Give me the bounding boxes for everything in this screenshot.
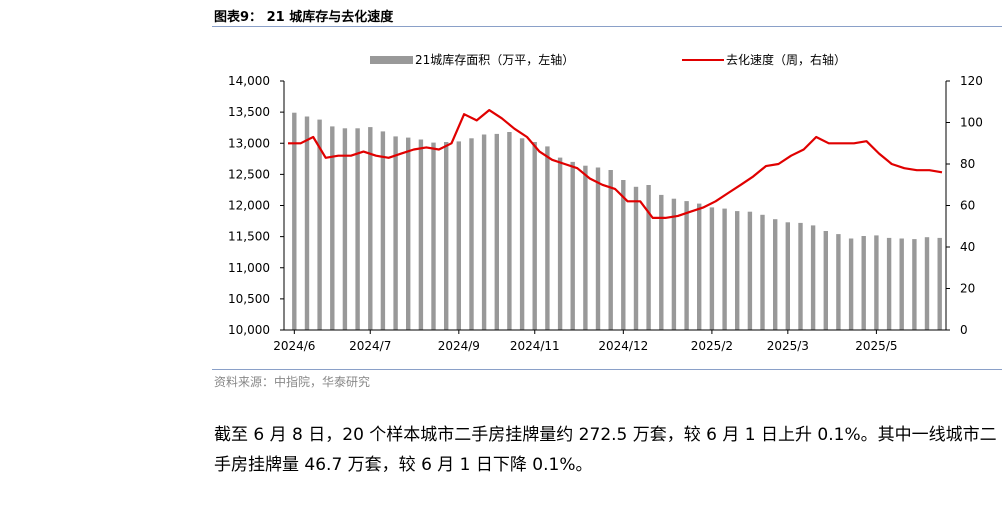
bar — [456, 141, 461, 330]
bar — [317, 119, 322, 330]
bar — [899, 238, 904, 330]
bar — [380, 131, 386, 330]
bar — [747, 211, 753, 330]
legend-bar-swatch — [370, 56, 413, 64]
bar — [810, 225, 816, 330]
bar — [292, 112, 297, 330]
bar — [570, 161, 575, 330]
bar — [418, 139, 424, 330]
bar — [912, 239, 917, 330]
right-tick-label: 120 — [960, 74, 983, 88]
bar — [937, 237, 942, 330]
right-tick-label: 100 — [960, 116, 983, 130]
legend-bar-label: 21城库存面积（万平，左轴） — [415, 52, 574, 67]
left-tick-label: 10,500 — [228, 292, 270, 306]
bar-series — [292, 112, 942, 331]
bar — [355, 128, 360, 330]
bar — [532, 142, 537, 330]
bar — [304, 116, 310, 330]
bar — [785, 222, 790, 330]
right-axis-ticks: 0 20 40 60 80 100 120 — [946, 74, 983, 337]
bar — [773, 219, 778, 330]
bar — [469, 138, 474, 330]
bar — [431, 142, 436, 330]
bar — [659, 194, 664, 330]
left-tick-label: 14,000 — [228, 74, 270, 88]
bar — [519, 138, 525, 330]
x-tick-label: 2024/9 — [438, 339, 480, 353]
bar — [709, 207, 715, 330]
bar — [557, 157, 563, 330]
legend-line-label: 去化速度（周，右轴） — [726, 52, 846, 67]
chart: 21城库存面积（万平，左轴） 去化速度（周，右轴） 10,000 10,500 11… — [228, 52, 983, 353]
x-tick-label: 2025/3 — [767, 339, 809, 353]
right-tick-label: 60 — [960, 199, 975, 213]
bar — [368, 127, 373, 330]
title-divider — [212, 26, 1002, 27]
bar — [798, 222, 803, 330]
bar — [444, 142, 449, 330]
bar — [874, 235, 879, 330]
bar — [583, 165, 588, 330]
bar — [861, 236, 866, 330]
bar — [545, 146, 550, 330]
bar — [481, 134, 487, 330]
left-tick-label: 10,000 — [228, 323, 270, 337]
left-tick-label: 12,000 — [228, 199, 270, 213]
bar — [760, 214, 765, 330]
bar — [406, 137, 411, 330]
source-note: 资料来源：中指院，华泰研究 — [214, 375, 371, 389]
right-tick-label: 20 — [960, 282, 975, 296]
left-tick-label: 13,500 — [228, 105, 270, 119]
left-tick-label: 13,000 — [228, 136, 270, 150]
right-tick-label: 40 — [960, 240, 975, 254]
bar — [671, 198, 677, 330]
right-tick-label: 0 — [960, 323, 968, 337]
body-paragraph: 截至 6 月 8 日，20 个样本城市二手房挂牌量约 272.5 万套，较 6 … — [214, 425, 997, 475]
left-tick-label: 12,500 — [228, 167, 270, 181]
left-tick-label: 11,500 — [228, 230, 270, 244]
bar — [886, 237, 892, 330]
figure-title: 图表9： 21 城库存与去化速度 — [214, 10, 394, 25]
bar — [697, 203, 702, 330]
bar — [494, 133, 499, 330]
bar — [848, 238, 854, 330]
x-tick-label: 2025/5 — [855, 339, 897, 353]
x-tick-label: 2024/12 — [598, 339, 648, 353]
bar — [823, 231, 828, 330]
x-tick-label: 2024/7 — [349, 339, 391, 353]
bar — [608, 170, 613, 330]
bar — [836, 234, 841, 330]
x-axis-ticks: 2024/6 2024/7 2024/9 2024/11 2024/12 2025/2 20… — [273, 330, 898, 353]
bar — [330, 126, 335, 331]
bar — [393, 136, 398, 330]
x-tick-label: 2024/11 — [510, 339, 560, 353]
bar — [924, 237, 930, 330]
left-axis-ticks: 10,000 10,500 11,000 11,500 12,000 12,500 13,0… — [228, 74, 284, 337]
x-tick-label: 2025/2 — [691, 339, 733, 353]
x-tick-label: 2024/6 — [273, 339, 315, 353]
bar — [633, 186, 639, 330]
bar — [722, 208, 727, 330]
bar — [507, 132, 512, 330]
bar — [646, 185, 651, 330]
bar — [684, 201, 689, 330]
line-series-clearance-weeks — [288, 109, 943, 219]
bar — [595, 167, 601, 330]
bar — [735, 211, 740, 330]
bar — [342, 128, 348, 330]
source-divider — [212, 369, 1002, 370]
left-tick-label: 11,000 — [228, 261, 270, 275]
legend: 21城库存面积（万平，左轴） 去化速度（周，右轴） — [370, 52, 846, 67]
right-tick-label: 80 — [960, 157, 975, 171]
bar — [621, 180, 626, 330]
